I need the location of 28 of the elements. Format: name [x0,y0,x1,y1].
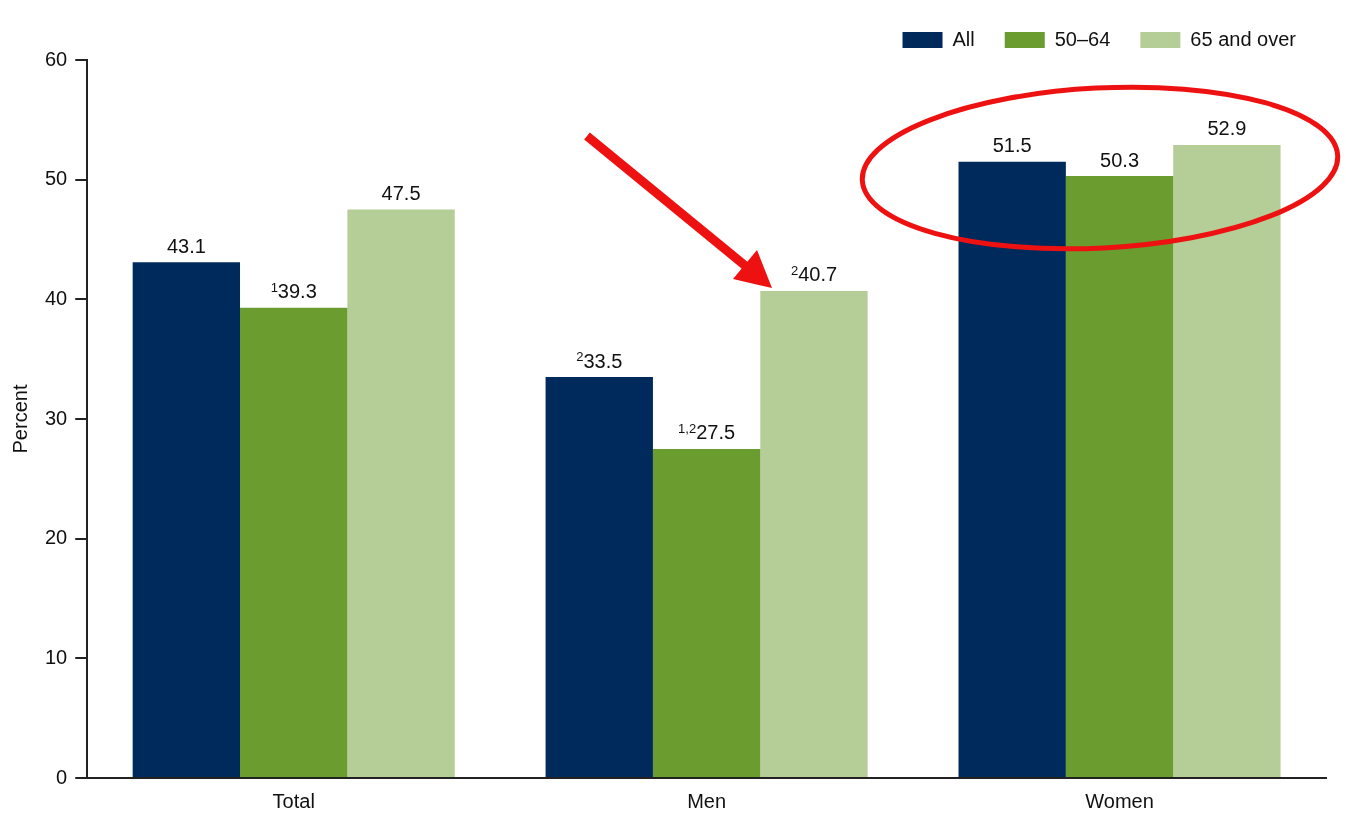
legend-label: 65 and over [1190,27,1297,50]
bar [545,377,653,777]
y-axis-title: Percent [8,384,31,454]
y-tick-label: 60 [45,47,68,70]
data-label: 51.5 [992,134,1032,157]
bar [347,209,455,777]
x-tick-label: Men [687,789,727,812]
bar [240,307,348,777]
bar [652,448,761,777]
y-tick-label: 10 [45,645,68,668]
legend-label: 50–64 [1054,27,1111,50]
y-tick-label: 50 [45,167,68,190]
bar [958,161,1066,777]
data-label: 52.9 [1207,117,1247,140]
x-tick-label: Women [1085,789,1154,812]
bar [760,290,868,777]
y-tick-label: 0 [56,765,68,788]
data-label: 43.1 [166,234,206,257]
data-label: 47.5 [381,182,421,205]
y-tick-label: 40 [45,286,68,309]
legend-label: All [952,27,975,50]
y-tick-label: 30 [45,406,68,429]
bar [1173,144,1281,777]
bar [1065,176,1174,777]
data-label: 50.3 [1100,148,1140,171]
bar [132,262,241,777]
y-tick-label: 20 [45,526,68,549]
x-tick-label: Total [272,789,315,812]
